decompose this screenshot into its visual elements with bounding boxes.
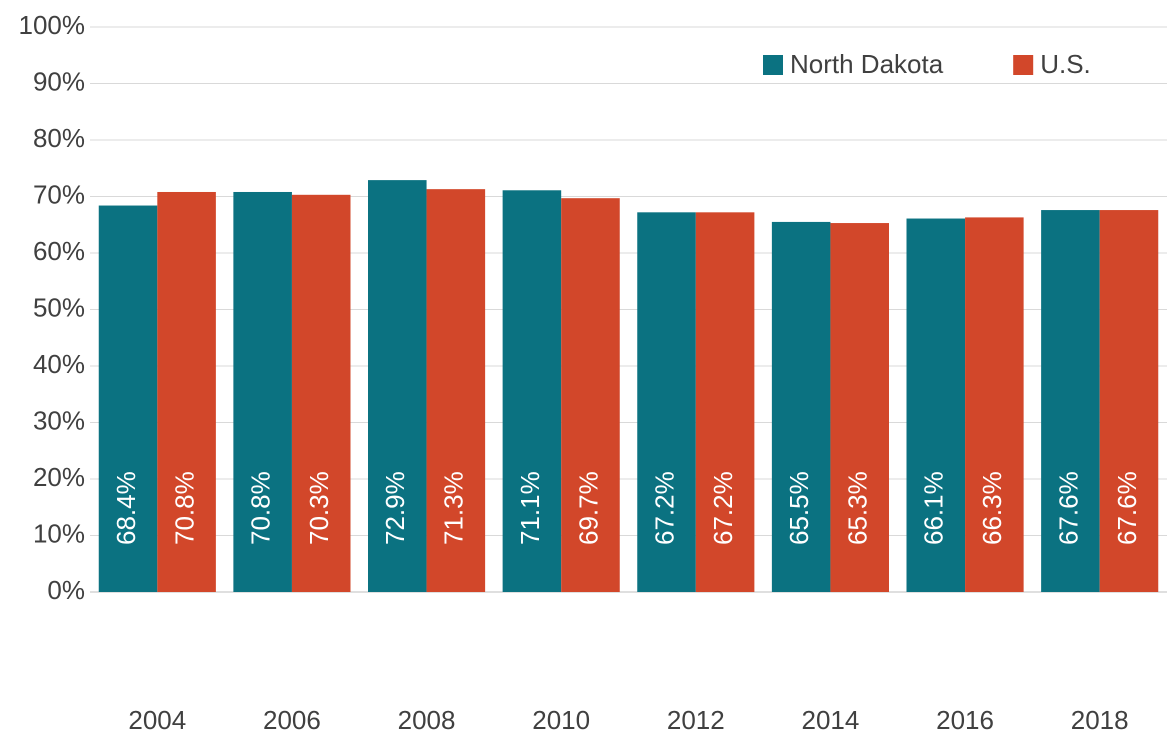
- y-tick-label: 60%: [33, 236, 85, 266]
- legend-swatch: [1013, 55, 1034, 75]
- bar: [502, 190, 562, 592]
- x-tick-label: 2014: [802, 705, 860, 735]
- data-label: 69.7%: [573, 471, 603, 545]
- y-tick-label: 90%: [33, 66, 85, 96]
- bar: [561, 198, 620, 592]
- y-tick-label: 10%: [33, 518, 85, 548]
- data-label: 66.1%: [919, 471, 949, 545]
- bar: [695, 212, 755, 592]
- data-label: 71.3%: [439, 471, 469, 545]
- y-tick-label: 40%: [33, 349, 85, 379]
- bar: [965, 217, 1024, 592]
- bar: [830, 223, 889, 592]
- x-tick-label: 2008: [398, 705, 456, 735]
- data-label: 70.3%: [304, 471, 334, 545]
- y-tick-label: 30%: [33, 405, 85, 435]
- legend: North Dakota U.S.: [763, 49, 1091, 79]
- bar: [426, 189, 486, 592]
- x-tick-label: 2018: [1071, 705, 1129, 735]
- x-tick-label: 2016: [936, 705, 994, 735]
- bar: [637, 212, 696, 592]
- bar: [771, 221, 831, 593]
- bar: [291, 194, 351, 592]
- data-label: 65.5%: [784, 471, 814, 545]
- bar: [233, 191, 292, 593]
- legend-label: North Dakota: [790, 49, 944, 79]
- x-tick-label: 2004: [128, 705, 186, 735]
- y-tick-label: 100%: [19, 10, 86, 40]
- x-tick-label: 2012: [667, 705, 725, 735]
- bar: [157, 191, 216, 593]
- bar: [1099, 210, 1159, 592]
- legend-swatch: [763, 55, 783, 75]
- data-label: 67.2%: [708, 471, 738, 545]
- y-tick-label: 20%: [33, 462, 85, 492]
- data-label: 65.3%: [843, 471, 873, 545]
- y-tick-label: 0%: [47, 575, 85, 605]
- data-label: 67.2%: [649, 471, 679, 545]
- data-label: 68.4%: [111, 471, 141, 545]
- data-label: 67.6%: [1112, 471, 1142, 545]
- bar: [1041, 210, 1100, 592]
- y-tick-label: 50%: [33, 292, 85, 322]
- data-label: 71.1%: [515, 471, 545, 545]
- x-tick-label: 2006: [263, 705, 321, 735]
- data-label: 67.6%: [1053, 471, 1083, 545]
- bar: [98, 205, 158, 593]
- legend-label: U.S.: [1040, 49, 1091, 79]
- y-tick-label: 80%: [33, 123, 85, 153]
- y-tick-label: 70%: [33, 179, 85, 209]
- data-label: 70.8%: [169, 471, 199, 545]
- data-label: 70.8%: [246, 471, 276, 545]
- x-tick-label: 2010: [532, 705, 590, 735]
- bar: [368, 180, 427, 593]
- bar: [906, 218, 966, 592]
- data-label: 72.9%: [380, 471, 410, 545]
- data-label: 66.3%: [977, 471, 1007, 545]
